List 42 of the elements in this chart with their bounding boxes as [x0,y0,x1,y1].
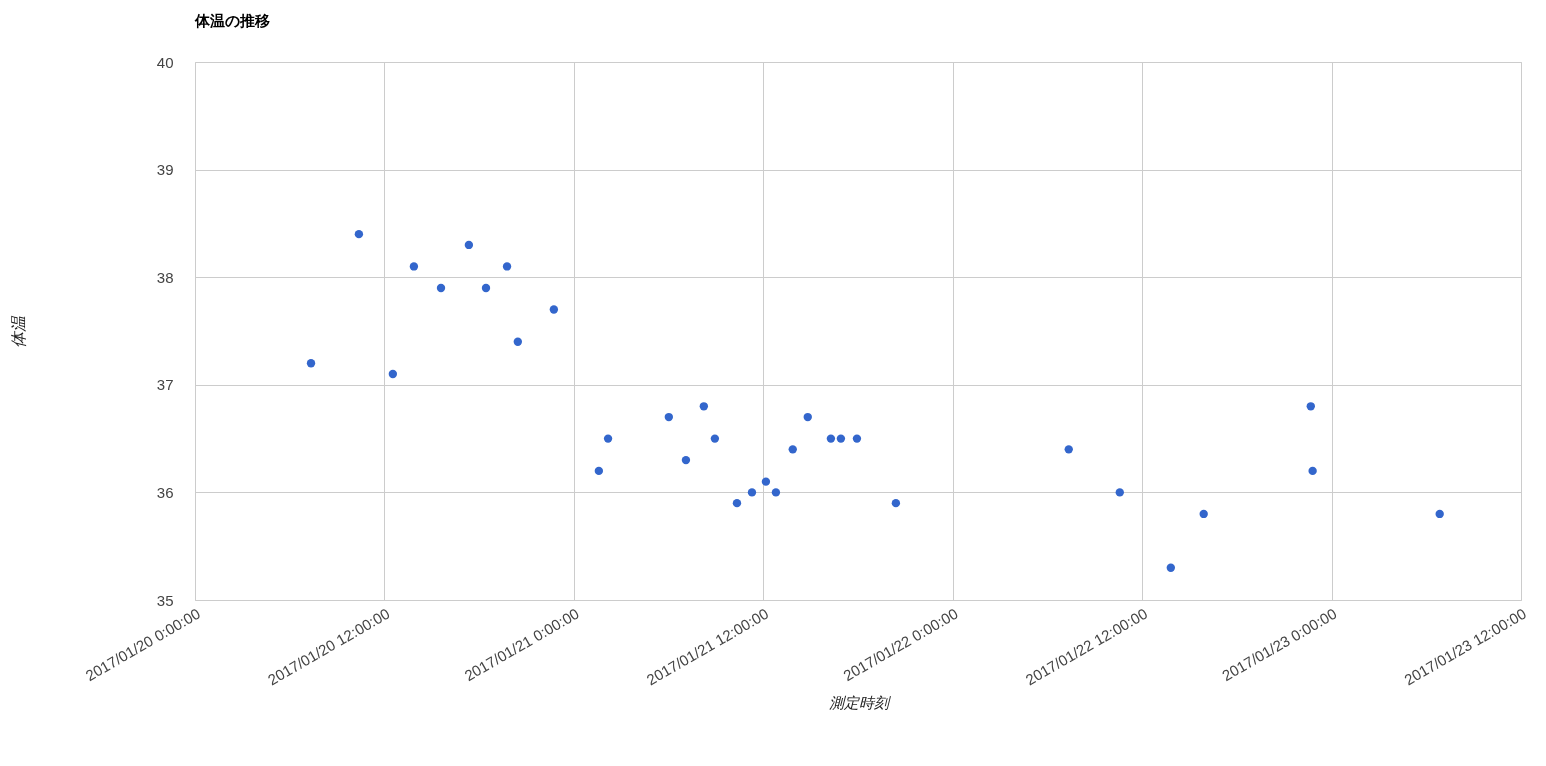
point [664,412,674,422]
point [481,283,491,293]
point [803,412,812,422]
point [681,455,691,465]
point [699,402,709,411]
x-axis-title: 測定時刻 [828,694,892,712]
y-axis-title: 体温 [9,314,27,348]
point [306,359,316,368]
point [549,305,559,314]
point [1308,466,1317,476]
y-tick-label: 38 [156,268,174,286]
point [388,369,398,379]
point [1199,509,1208,519]
y-tick-label: 40 [156,53,174,71]
point [788,445,797,454]
point [436,283,446,293]
point [891,498,901,508]
point [603,434,613,443]
point [354,229,364,239]
point [409,262,419,271]
y-tick-label: 37 [156,376,174,394]
point [732,498,742,508]
point [761,477,771,486]
point [710,434,720,443]
point [1166,563,1175,572]
chart-title: 体温の推移 [194,12,270,29]
point [594,466,604,476]
point [513,337,522,346]
point [747,488,757,497]
point [502,262,512,271]
point [836,434,846,443]
y-tick-label: 39 [156,161,174,179]
point [1115,488,1124,497]
y-tick-label: 36 [156,483,174,501]
point [852,434,862,443]
point [771,488,781,497]
point [1306,402,1315,411]
point [464,240,474,250]
point [1435,509,1444,519]
y-tick-label: 35 [156,591,174,609]
point [1064,445,1073,454]
point [826,434,836,443]
